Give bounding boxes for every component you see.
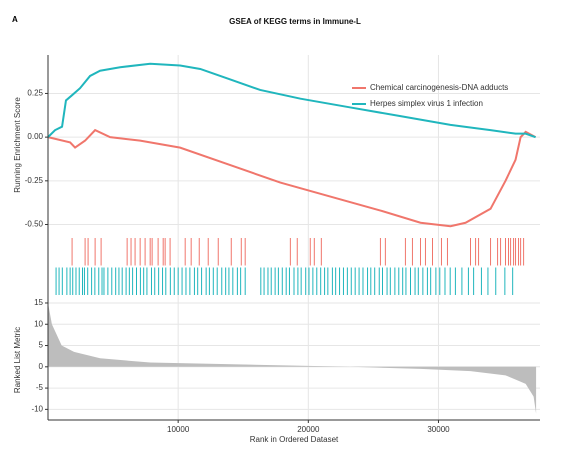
y-tick-label: -5 [36,383,44,392]
x-tick-label: 30000 [427,425,450,434]
metric-axis-label: Ranked List Metric [13,327,22,393]
y-tick-label: 0 [39,362,44,371]
y-tick-label: 0.25 [27,89,43,98]
panel-label: A [12,15,18,24]
y-tick-label: -0.25 [25,176,44,185]
enrichment-line [47,128,537,228]
y-tick-label: -0.50 [25,220,44,229]
x-axis-label: Rank in Ordered Dataset [250,435,339,444]
y-tick-label: 15 [34,298,43,307]
y-tick-label: 0.00 [27,132,43,141]
y-tick-label: 10 [34,319,43,328]
x-tick-label: 20000 [297,425,320,434]
metric-area [48,302,537,414]
legend-label: Chemical carcinogenesis-DNA adducts [370,83,508,92]
x-tick-label: 10000 [167,425,190,434]
y-axis-label: Running Enrichment Score [13,97,22,193]
y-tick-label: -10 [31,404,43,413]
y-tick-label: 5 [39,341,44,350]
enrichment-line [47,62,536,139]
legend-label: Herpes simplex virus 1 infection [370,99,483,108]
chart-title: GSEA of KEGG terms in Immune-L [229,17,361,26]
